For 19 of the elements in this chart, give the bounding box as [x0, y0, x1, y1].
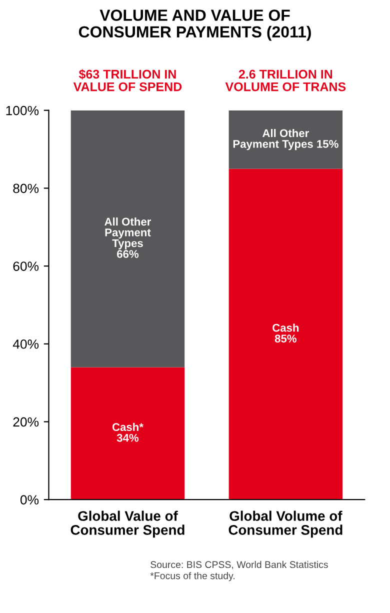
bar	[228, 110, 343, 169]
bar	[70, 110, 185, 368]
text: 2.6 TRILLION IN VOLUME OF TRANS	[225, 70, 346, 92]
chart-title: VOLUME AND VALUE OF CONSUMER PAYMENTS (2011)	[78, 10, 311, 41]
data-label: All Other Payment Types 15%	[233, 128, 338, 150]
bar	[70, 367, 185, 500]
y-tick-label: 100%	[6, 106, 39, 116]
source-note: Source: BIS CPSS, World Bank Statistics *Focus of the study.	[150, 560, 328, 582]
y-tick-label: 0%	[20, 495, 39, 505]
y-tick-label: 20%	[13, 417, 39, 427]
y-tick-label: 80%	[13, 184, 39, 194]
data-label: All Other Payment Types 66%	[104, 217, 152, 258]
data-label: Cash* 34%	[112, 422, 144, 442]
text: $63 TRILLION IN VALUE OF SPEND	[73, 69, 182, 92]
data-label: Cash 85%	[272, 324, 299, 343]
x-tick-label: Global Value of Consumer Spend	[70, 510, 184, 538]
x-tick-label: Global Volume of Consumer Spend	[228, 510, 342, 538]
y-tick-label: 40%	[12, 339, 39, 349]
y-tick-label: 60%	[13, 262, 39, 271]
